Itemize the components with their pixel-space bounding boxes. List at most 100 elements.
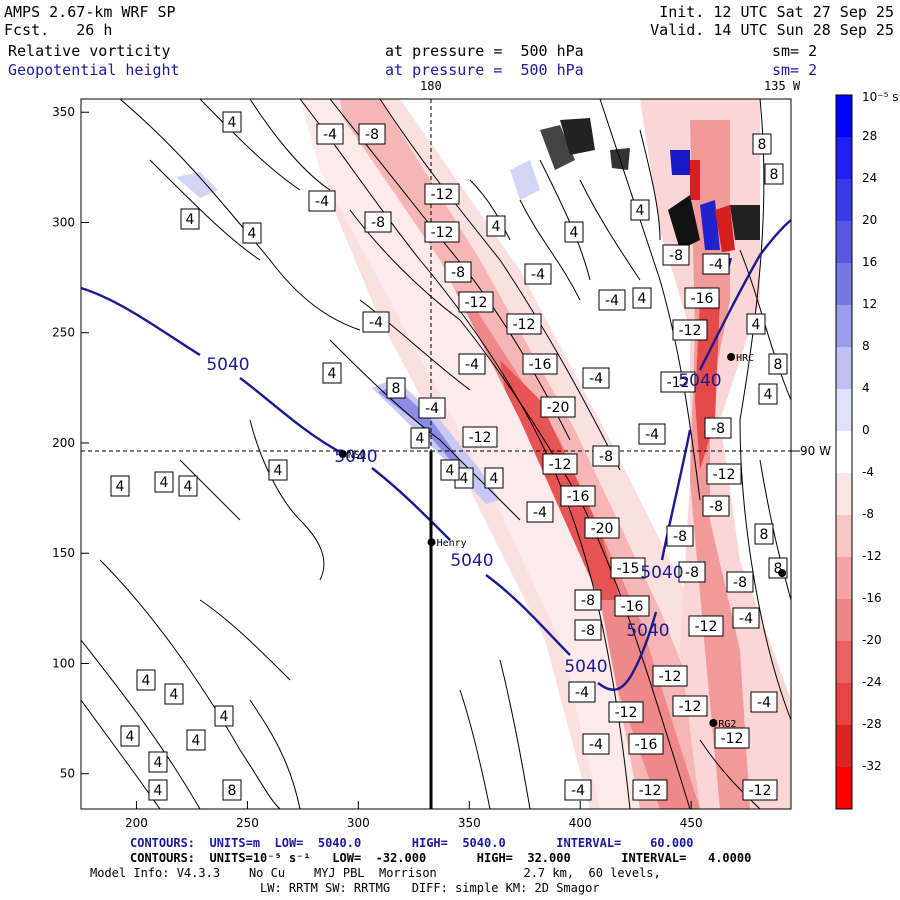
colorbar-tick-label: -12 xyxy=(862,549,882,563)
vorticity-label-box xyxy=(758,383,778,405)
vorticity-label: -8 xyxy=(365,127,379,143)
colorbar-swatch xyxy=(836,431,852,473)
colorbar-swatch xyxy=(836,179,852,221)
vorticity-label-box xyxy=(222,111,242,133)
vorticity-label: -16 xyxy=(621,599,644,615)
x-tick-label: 450 xyxy=(680,816,703,830)
vorticity-label: -8 xyxy=(709,499,723,515)
vorticity-label-box xyxy=(154,471,174,493)
vorticity-label-box xyxy=(410,427,430,449)
vorticity-label: -16 xyxy=(691,291,714,307)
field2-level: at pressure = 500 hPa xyxy=(385,61,584,79)
vorticity-label: 4 xyxy=(126,729,135,745)
vorticity-label-box xyxy=(714,727,750,749)
vorticity-label: 8 xyxy=(774,561,783,577)
vorticity-label: -4 xyxy=(571,783,585,799)
vorticity-label: 4 xyxy=(248,226,257,242)
colorbar-tick-label: -16 xyxy=(862,591,882,605)
height-contour-label: 5040 xyxy=(206,355,249,375)
colorbar-frame xyxy=(835,94,853,810)
colorbar-tick-label: 16 xyxy=(862,255,877,269)
vorticity-label: 4 xyxy=(228,115,237,131)
vorticity-label: -16 xyxy=(635,737,658,753)
station-marker xyxy=(427,538,436,547)
vorticity-label-box xyxy=(440,459,460,481)
vorticity-label: -8 xyxy=(599,449,613,465)
x-tick-label: 400 xyxy=(569,816,592,830)
vorticity-label-box xyxy=(522,353,558,375)
vorticity-label-box xyxy=(526,501,554,523)
vorticity-label: -12 xyxy=(679,699,702,715)
vorticity-label: -15 xyxy=(617,561,640,577)
vorticity-label-box xyxy=(752,133,772,155)
station-name: HRC xyxy=(736,353,754,364)
vorticity-label: -8 xyxy=(673,529,687,545)
vorticity-label: -12 xyxy=(749,783,772,799)
vorticity-label: -12 xyxy=(513,317,536,333)
vorticity-label: -4 xyxy=(323,127,337,143)
colorbar-swatch xyxy=(836,221,852,263)
y-tick-label: 300 xyxy=(52,215,75,229)
station-marker xyxy=(778,569,787,578)
vorticity-label: -20 xyxy=(547,400,570,416)
colorbar-swatch xyxy=(836,263,852,305)
vorticity-label-box xyxy=(598,289,626,311)
colorbar-tick-label: 12 xyxy=(862,297,877,311)
meridian-top-label: 180 xyxy=(420,79,442,93)
vorticity-contours xyxy=(81,99,791,809)
vorticity-label: 4 xyxy=(570,225,579,241)
colorbar-tick-label: -28 xyxy=(862,717,882,731)
vorticity-label: 4 xyxy=(220,709,229,725)
vorticity-label: -12 xyxy=(469,430,492,446)
vorticity-label: -4 xyxy=(425,401,439,417)
field1-smoothing: sm= 2 xyxy=(772,42,818,60)
vorticity-label-box xyxy=(110,475,130,497)
colorbar-tick-label: 0 xyxy=(862,423,870,437)
vorticity-label-box xyxy=(672,695,708,717)
vorticity-label-box xyxy=(632,287,652,309)
vorticity-label-box xyxy=(630,199,650,221)
vorticity-label-box xyxy=(418,397,446,419)
field2-smoothing: sm= 2 xyxy=(772,61,818,79)
vorticity-label-box xyxy=(462,426,498,448)
vorticity-label-box xyxy=(574,589,602,611)
vorticity-label-box xyxy=(652,665,688,687)
colorbar-swatch xyxy=(836,473,852,515)
colorbar-swatch xyxy=(836,305,852,347)
field2-name: Geopotential height xyxy=(8,61,180,79)
vorticity-label: 4 xyxy=(416,431,425,447)
vorticity-label-box xyxy=(684,287,720,309)
colorbar-tick-label: 28 xyxy=(862,129,877,143)
height-contour-label: 5040 xyxy=(678,371,721,391)
vorticity-label: -12 xyxy=(679,323,702,339)
vorticity-label: 4 xyxy=(764,387,773,403)
vorticity-label: -8 xyxy=(685,565,699,581)
vorticity-label: -20 xyxy=(591,521,614,537)
vorticity-label: 4 xyxy=(192,733,201,749)
vorticity-label-box xyxy=(560,485,596,507)
vorticity-label-box xyxy=(444,261,472,283)
vorticity-label-box xyxy=(362,311,390,333)
station-name: Henry xyxy=(437,538,467,549)
vorticity-label-box xyxy=(540,396,576,418)
vorticity-label-box xyxy=(164,683,184,705)
height-contour-label: 5040 xyxy=(564,657,607,677)
vorticity-label: 4 xyxy=(446,463,455,479)
vorticity-label: 4 xyxy=(490,471,499,487)
vorticity-label: 4 xyxy=(186,212,195,228)
vorticity-label-box xyxy=(364,211,392,233)
vorticity-label: -8 xyxy=(711,421,725,437)
y-tick-label: 50 xyxy=(60,767,75,781)
vorticity-label: 4 xyxy=(636,203,645,219)
colorbar-swatch xyxy=(836,95,852,137)
vorticity-label: -12 xyxy=(721,731,744,747)
colorbar: 28 24 20 16 12 8 4 0 -4 -8 -12 -16 -20 -24 -28 -32 xyxy=(835,94,882,810)
field1-level: at pressure = 500 hPa xyxy=(385,42,584,60)
vorticity-label: 4 xyxy=(274,463,283,479)
vorticity-label: 8 xyxy=(392,381,401,397)
colorbar-tick-label: -4 xyxy=(862,465,874,479)
vorticity-label-box xyxy=(358,123,386,145)
vorticity-label-box xyxy=(584,517,620,539)
vorticity-label-box xyxy=(564,779,592,801)
